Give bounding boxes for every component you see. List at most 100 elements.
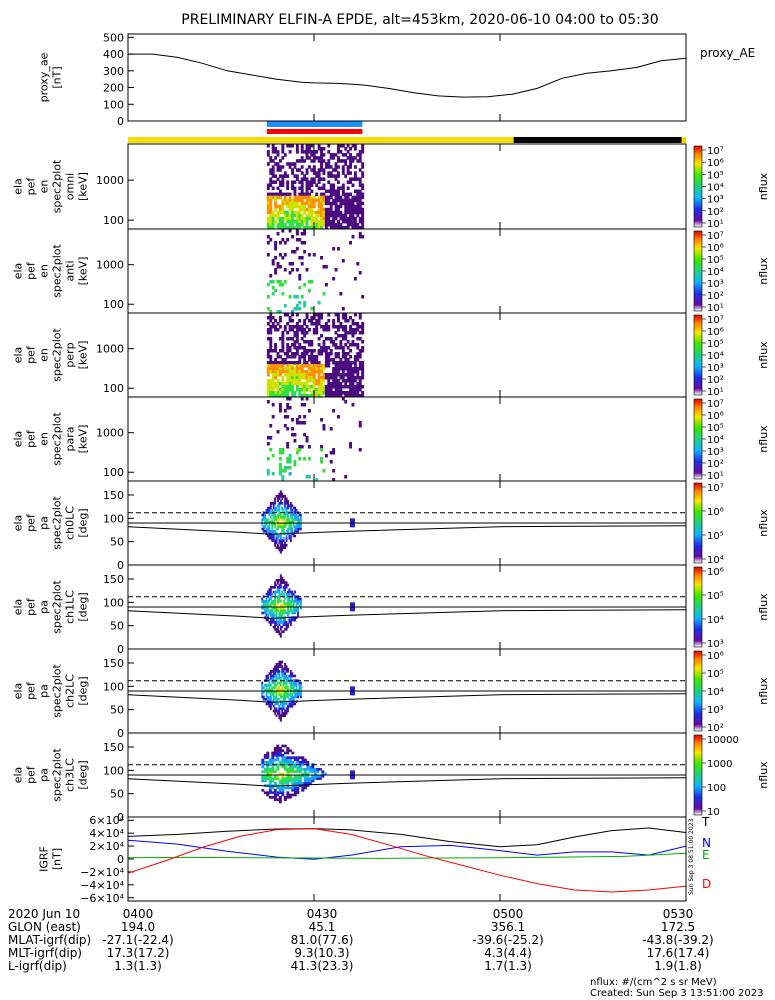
heatmap-cell [279,695,282,699]
heatmap-cell [286,779,290,783]
heatmap-cell [263,754,267,757]
heatmap-cell [278,663,281,666]
series-name-label: E [702,848,710,862]
ephemeris-cell: 1.9(1.8) [654,959,702,973]
heatmap-cell [276,777,280,780]
heatmap-cell [315,171,319,175]
heatmap-cell [310,367,314,371]
heatmap-cell [292,674,295,678]
heatmap-cell [271,349,275,353]
heatmap-cell [356,382,360,386]
heatmap-cell [361,150,365,154]
heatmap-cell [277,670,279,673]
heatmap-cell [281,761,285,764]
heatmap-cell [278,751,282,755]
heatmap-cell [285,513,288,517]
heatmap-cell [283,761,287,764]
heatmap-cell [316,777,320,780]
heatmap-cell [356,352,360,356]
heatmap-cell [281,201,285,206]
heatmap-cell [269,222,273,227]
heatmap-cell [286,198,290,203]
heatmap-cell [291,180,294,184]
heatmap-cell [295,159,299,163]
heatmap-cell [320,457,323,461]
heatmap-cell [334,268,338,272]
heatmap-cell [285,670,288,673]
heatmap-cell [298,391,302,395]
heatmap-cell [291,204,294,209]
heatmap-cell [294,527,297,531]
heatmap-cell [269,364,273,368]
heatmap-cell [277,663,279,666]
heatmap-cell [285,611,288,615]
heatmap-cell [266,322,270,326]
heatmap-cell [349,156,353,160]
heatmap-cell [286,162,290,166]
heatmap-cell [288,611,291,615]
heatmap-cell [278,586,281,589]
heatmap-cell [275,518,278,521]
y-tick-label: 150 [103,657,124,670]
y-tick-label: 100 [103,512,124,525]
heatmap-cell [272,705,275,708]
heatmap-cell [277,665,279,668]
heatmap-cell [294,518,297,521]
heatmap-cell [339,159,343,163]
heatmap-cell [349,391,353,395]
heatmap-cell [291,686,294,689]
heatmap-cell [291,765,295,769]
heatmap-cell [353,210,357,215]
heatmap-cell [291,698,294,701]
heatmap-cell [346,373,350,377]
axis-label: pef [25,513,38,532]
heatmap-cell [312,367,316,371]
heatmap-cell [322,364,326,368]
axis-label: pef [25,681,38,700]
heatmap-cell [327,355,331,359]
heatmap-cell [288,397,292,401]
heatmap-cell [281,448,285,452]
heatmap-cell [271,174,275,178]
heatmap-cell [269,677,272,680]
heatmap-cell [358,235,362,239]
heatmap-cell [261,695,264,699]
heatmap-cell [324,207,328,212]
heatmap-cell [358,180,362,184]
y-tick-label: −4×10⁴ [80,879,124,892]
heatmap-cell [341,328,345,332]
colorbar-tick-label: 10⁵ [707,170,724,181]
heatmap-cell [346,186,350,191]
axis-label: spec2plot [51,244,64,298]
heatmap-cell [268,686,271,689]
heatmap-cell [295,513,298,517]
heatmap-cell [300,165,304,169]
heatmap-cell [274,268,278,272]
colorbar [693,734,703,816]
heatmap-cell [341,391,345,395]
heatmap-cell [274,241,278,245]
heatmap-cell [286,346,290,350]
heatmap-cell [285,623,288,626]
heatmap-cell [286,460,290,464]
heatmap-cell [276,367,280,371]
heatmap-cell [269,385,273,389]
heatmap-cell [296,775,300,778]
heatmap-cell [286,376,290,380]
heatmap-cell [266,195,270,200]
axis-label: spec2plot [51,412,64,466]
heatmap-cell [300,352,304,356]
heatmap-cell [276,150,280,154]
heatmap-cell [282,630,285,633]
heatmap-cell [305,186,309,191]
heatmap-cell [323,772,327,776]
science-zone-bar-red [266,129,363,134]
heatmap-cell [346,346,350,350]
heatmap-cell [279,707,282,710]
colorbar-label: nflux [757,593,770,621]
heatmap-cell [292,695,295,699]
heatmap-cell [281,451,285,455]
heatmap-cell [283,777,287,780]
heatmap-cell [287,527,289,531]
